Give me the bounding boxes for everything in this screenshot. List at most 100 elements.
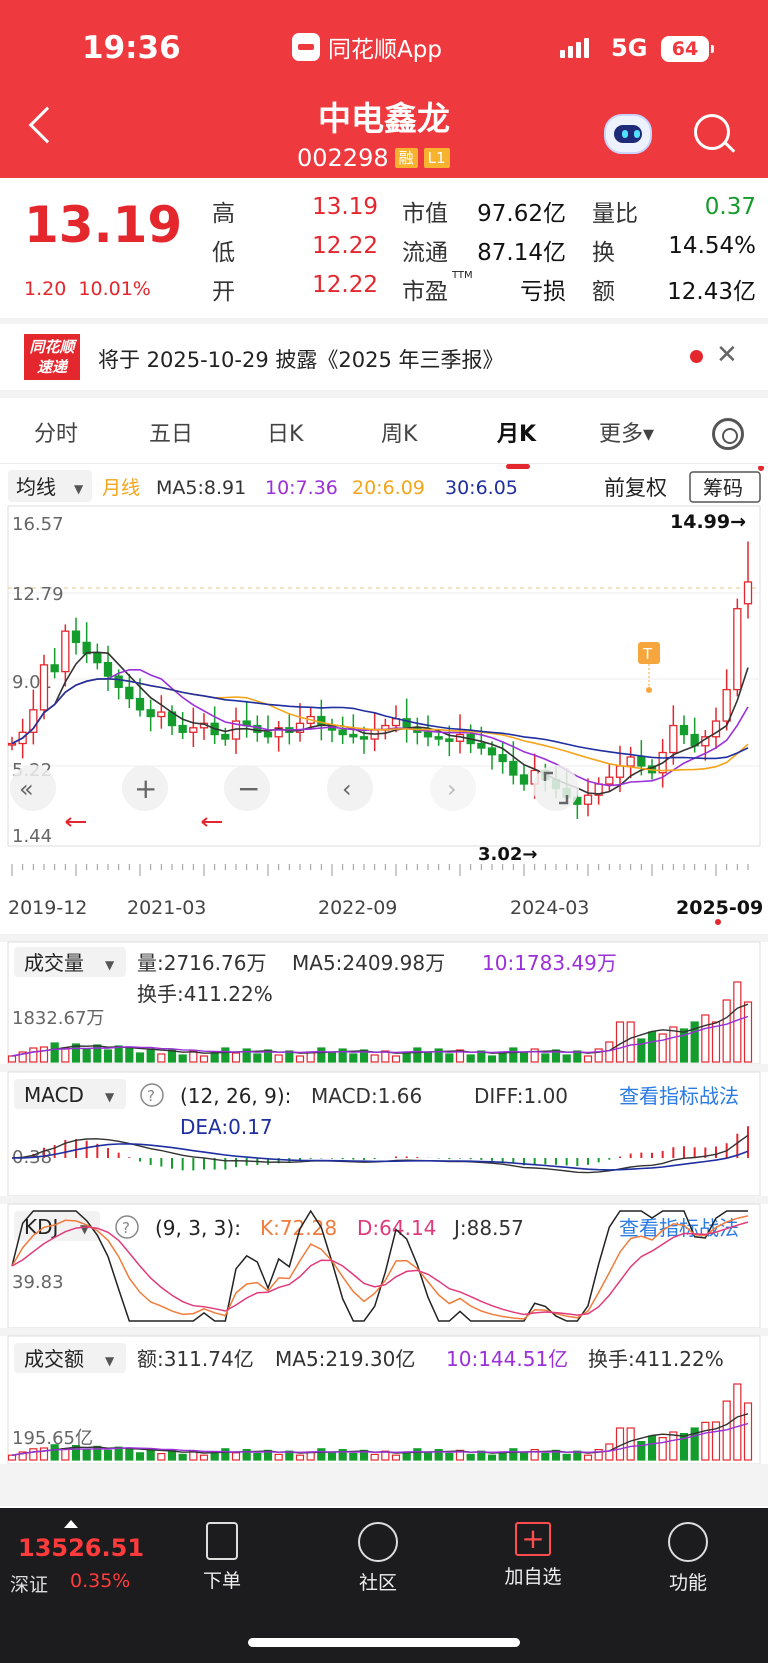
candle-body: [711, 720, 721, 738]
quote-value: 12.22: [312, 233, 378, 259]
volume-bar: [583, 1055, 593, 1063]
candle-body: [349, 733, 358, 738]
nav-functions[interactable]: 功能: [633, 1522, 743, 1595]
x-axis-ticks: [11, 864, 749, 876]
macd-strategy-link[interactable]: 查看指标战法: [619, 1084, 739, 1108]
tab-monthly-k[interactable]: 月K: [497, 422, 537, 447]
tab-weekly-k[interactable]: 周K: [381, 422, 418, 447]
amount-bar: [434, 1448, 443, 1461]
help-icon-glyph: ?: [122, 1219, 130, 1237]
candle-body: [71, 630, 81, 644]
network-label: 5G: [611, 34, 648, 62]
amount-bar: [509, 1448, 518, 1461]
amount-selector-label: 成交额: [24, 1347, 84, 1371]
candle-body: [583, 794, 593, 805]
amount-bar: [50, 1444, 59, 1461]
tab-more[interactable]: 更多▾: [599, 422, 655, 447]
candle-body: [29, 709, 38, 733]
rewind-button[interactable]: [10, 765, 56, 811]
stock-chart[interactable]: 均线 ▼ 月线 MA5:8.91 10:7.36 20:6.09 30:6.05…: [0, 466, 768, 1506]
divider: [0, 934, 768, 942]
news-logo-top: 同花顺: [29, 338, 75, 356]
volume-bar: [61, 1047, 70, 1063]
amount-bar: [487, 1454, 497, 1461]
candle-body: [263, 731, 273, 738]
adjust-toggle[interactable]: 前复权: [604, 476, 667, 500]
ma5-line: [11, 651, 749, 795]
volume-bar: [71, 1043, 81, 1063]
news-bar[interactable]: 同花顺速递 将于 2025-10-29 披露《2025 年三季报》 ✕: [0, 318, 768, 384]
amount-bar: [711, 1421, 721, 1461]
pan-left-button[interactable]: [327, 765, 373, 811]
nav-community[interactable]: 社区: [323, 1522, 433, 1595]
zoom-out-button[interactable]: [224, 765, 270, 811]
t-marker[interactable]: [638, 642, 660, 664]
volume-bar: [231, 1052, 241, 1063]
volume-ma5: MA5:2409.98万: [292, 951, 445, 975]
amount-bar: [157, 1452, 166, 1461]
nav-order[interactable]: 下单: [167, 1522, 277, 1593]
volume-bar: [573, 1050, 582, 1063]
volume-bar: [274, 1054, 283, 1063]
macd-selector[interactable]: [14, 1079, 126, 1109]
nav-community-label: 社区: [358, 1572, 397, 1594]
amount-bar: [146, 1448, 155, 1461]
volume-bar: [509, 1047, 518, 1063]
zoom-in-button[interactable]: [122, 765, 168, 811]
y-label-2: 12.79: [12, 584, 64, 605]
volume-selector[interactable]: [14, 947, 126, 977]
candle-body: [637, 756, 646, 767]
ma-selector[interactable]: [8, 470, 92, 502]
pan-right-button[interactable]: [430, 765, 476, 811]
fullscreen-button[interactable]: [533, 765, 579, 811]
quote-label: 市值: [402, 201, 448, 227]
index-value[interactable]: 13526.51: [18, 1534, 145, 1562]
quote-value: 97.62亿: [477, 201, 566, 227]
assistant-robot-icon[interactable]: [604, 114, 652, 154]
tab-intraday[interactable]: 分时: [34, 422, 79, 447]
tab-five-day[interactable]: 五日: [149, 422, 194, 447]
kdj-j-line: [11, 1209, 748, 1322]
amount-bar: [7, 1454, 17, 1461]
ma10-value: 10:7.36: [265, 477, 338, 499]
candle-body: [39, 664, 49, 711]
settings-hexagon-icon[interactable]: [712, 418, 744, 450]
amount-bar: [733, 1383, 742, 1461]
nav-add-watchlist[interactable]: + 加自选: [478, 1522, 588, 1589]
dea-value: DEA:0.17: [180, 1115, 273, 1139]
expand-up-icon[interactable]: [64, 1520, 78, 1528]
amount-selector[interactable]: [14, 1343, 126, 1373]
volume-bar: [146, 1048, 155, 1063]
t-marker-label: T: [642, 645, 653, 663]
help-icon[interactable]: [140, 1083, 164, 1107]
amount-bar: [338, 1448, 347, 1461]
volume-bar: [530, 1048, 539, 1063]
candle-body: [146, 709, 155, 718]
amount-bar: [743, 1402, 753, 1461]
close-icon[interactable]: ✕: [716, 340, 738, 370]
volume-bar: [50, 1042, 59, 1063]
volume-bar: [423, 1052, 433, 1063]
amount-bar: [71, 1444, 81, 1461]
amount-bar: [18, 1451, 27, 1461]
volume-bar: [253, 1053, 262, 1063]
tab-daily-k[interactable]: 日K: [267, 422, 304, 447]
ma-period-label: 月线: [102, 477, 140, 499]
kdj-k-line: [11, 1215, 749, 1320]
volume-bar: [434, 1048, 443, 1063]
margin-tag: 融: [394, 148, 418, 168]
x-label: 2025-09: [676, 897, 763, 919]
volume-bar: [733, 981, 742, 1063]
rewind-icon: «: [19, 775, 34, 803]
ma-lines: [11, 651, 749, 795]
volume-bar: [114, 1045, 123, 1063]
search-icon[interactable]: [694, 114, 730, 150]
news-logo-bottom: 速递: [36, 358, 67, 376]
chips-button[interactable]: [689, 471, 761, 503]
volume-bar: [82, 1048, 91, 1063]
quote-value: 13.19: [312, 194, 378, 220]
news-text[interactable]: 将于 2025-10-29 披露《2025 年三季报》: [98, 348, 504, 372]
candle-body: [722, 688, 731, 722]
help-icon[interactable]: [115, 1215, 139, 1239]
volume-bar: [199, 1055, 209, 1063]
